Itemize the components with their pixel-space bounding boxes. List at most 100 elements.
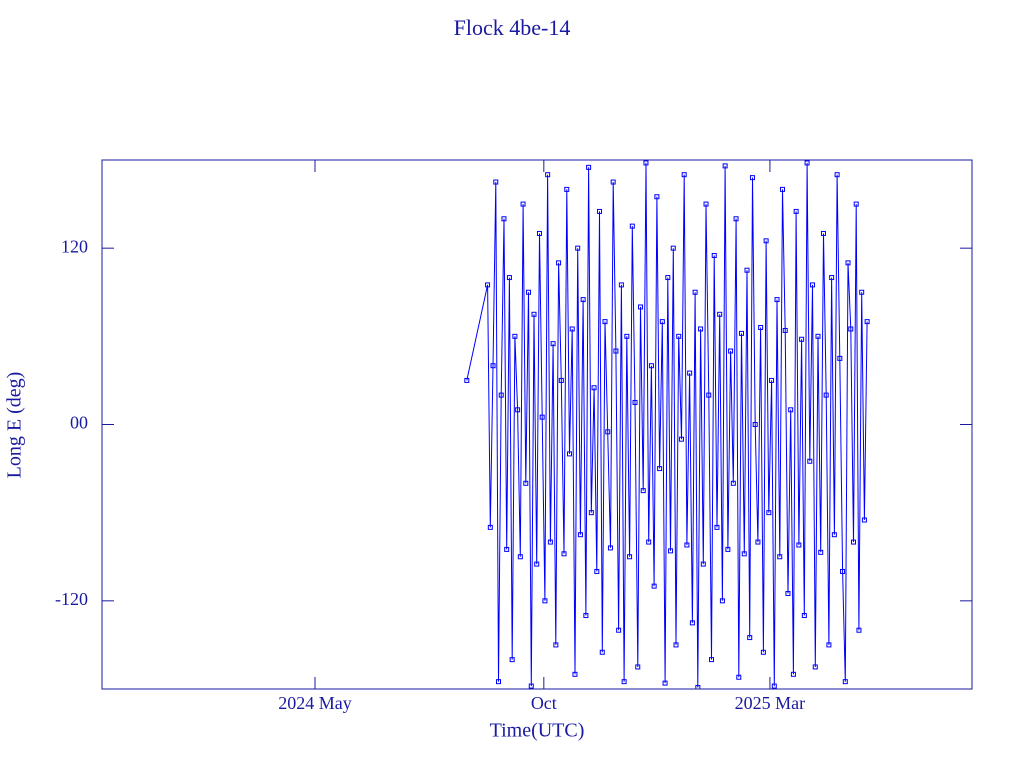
data-point [545, 172, 551, 178]
data-point [703, 201, 709, 207]
data-point [741, 551, 747, 557]
data-point [744, 267, 750, 273]
data-point [569, 326, 575, 332]
data-point [853, 201, 859, 207]
data-point [850, 539, 856, 545]
data-point [807, 458, 813, 464]
data-point [736, 674, 742, 680]
data-point [812, 664, 818, 670]
data-point [580, 297, 586, 303]
data-point [779, 186, 785, 192]
data-point [547, 539, 553, 545]
data-point [752, 422, 758, 427]
data-point [662, 680, 668, 686]
data-point [607, 545, 613, 551]
data-point [602, 319, 608, 325]
data-point [708, 657, 714, 663]
data-point [799, 336, 805, 342]
data-point [678, 436, 684, 442]
data-point [771, 683, 777, 689]
plot-frame [101, 159, 973, 690]
data-point [558, 377, 564, 383]
data-point [534, 561, 540, 567]
data-point [777, 554, 783, 560]
data-point [512, 333, 518, 339]
data-point [506, 275, 512, 281]
data-point [637, 304, 643, 310]
data-point [861, 517, 867, 523]
data-line [466, 162, 868, 688]
data-point [676, 333, 682, 339]
data-point [714, 524, 720, 530]
data-point [684, 542, 690, 548]
data-point [840, 568, 846, 574]
y-tick-label: 00 [70, 413, 88, 433]
data-point [831, 532, 837, 538]
data-point [758, 325, 764, 331]
data-point [760, 649, 766, 655]
plot-area [464, 160, 870, 689]
data-point [665, 275, 671, 281]
chart-title: Flock 4be-14 [454, 15, 571, 40]
data-point [782, 327, 788, 333]
data-point [464, 377, 470, 383]
data-point [837, 355, 843, 361]
data-point [818, 549, 824, 555]
data-point [763, 238, 769, 244]
data-point [646, 539, 652, 545]
data-point [635, 664, 641, 670]
data-point [490, 363, 496, 369]
data-point [730, 480, 736, 486]
data-point [632, 399, 638, 405]
data-point [610, 179, 616, 185]
data-point [722, 163, 728, 169]
data-point [536, 230, 542, 236]
data-point [621, 679, 627, 685]
data-point [774, 297, 780, 303]
data-point [848, 326, 854, 332]
data-point [826, 642, 832, 648]
data-point [531, 311, 537, 317]
data-point [804, 160, 810, 166]
data-point [616, 627, 622, 633]
data-point [749, 175, 755, 181]
data-point [556, 260, 562, 266]
data-point [785, 590, 791, 596]
data-point [695, 685, 701, 689]
x-tick-label: 2025 Mar [735, 693, 806, 713]
data-point [613, 348, 619, 354]
data-point [810, 282, 816, 288]
data-point [733, 216, 739, 222]
data-point [526, 289, 532, 295]
x-tick-label: 2024 May [278, 693, 352, 713]
data-point [673, 642, 679, 648]
data-point [618, 282, 624, 288]
data-point [566, 451, 572, 457]
data-point [550, 341, 556, 347]
data-point [528, 683, 534, 689]
data-point [692, 289, 698, 295]
x-tick-label: Oct [531, 693, 557, 713]
data-point [575, 245, 581, 251]
data-point [769, 377, 775, 383]
data-point [583, 613, 589, 619]
data-point [681, 172, 687, 178]
data-point [859, 289, 865, 295]
data-point [820, 230, 826, 236]
data-point [793, 208, 799, 214]
y-tick-label: -120 [55, 589, 88, 609]
data-point [829, 275, 835, 281]
data-point [698, 326, 704, 332]
data-point [594, 568, 600, 574]
data-point [588, 510, 594, 516]
data-point [515, 407, 521, 413]
data-point [624, 333, 630, 339]
data-point [504, 546, 510, 552]
data-point [856, 627, 862, 633]
data-point [834, 172, 840, 178]
data-point [577, 532, 583, 538]
data-point [670, 245, 676, 251]
y-axis-label: Long E (deg) [4, 372, 26, 479]
data-point [842, 679, 848, 685]
